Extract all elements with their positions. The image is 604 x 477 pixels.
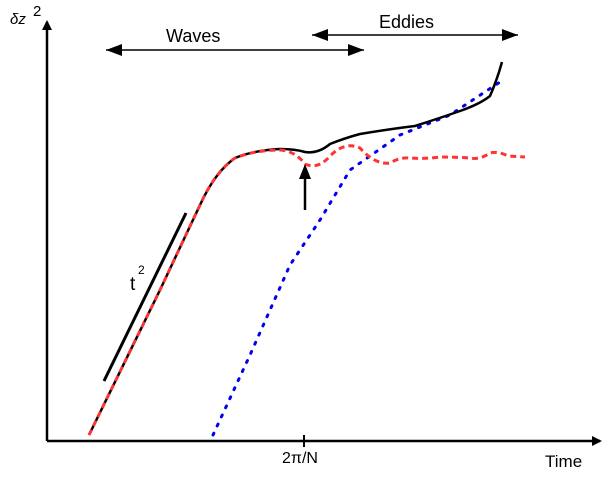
y-axis-label-exponent: 2 <box>33 3 41 20</box>
t-squared-label: t <box>130 274 136 295</box>
t-squared-label-exponent: 2 <box>138 263 145 277</box>
x-tick-label-2pi-n: 2π/N <box>282 450 318 467</box>
waves-range-arrow-right-head <box>348 44 364 56</box>
t-squared-slope-line <box>102 212 188 382</box>
total-curve <box>87 61 504 436</box>
transition-arrow-head <box>299 164 311 179</box>
eddies-curve <box>211 80 502 437</box>
y-axis-label: δz <box>10 11 26 28</box>
waves-range-arrow-left-head <box>106 44 122 56</box>
eddies-range-arrow-left-head <box>312 29 328 41</box>
eddies-range-arrow-right-head <box>502 29 518 41</box>
waves-label: Waves <box>166 26 220 46</box>
waves-curve <box>87 144 526 436</box>
x-axis-label: Time <box>545 452 582 471</box>
eddies-label: Eddies <box>379 12 434 32</box>
